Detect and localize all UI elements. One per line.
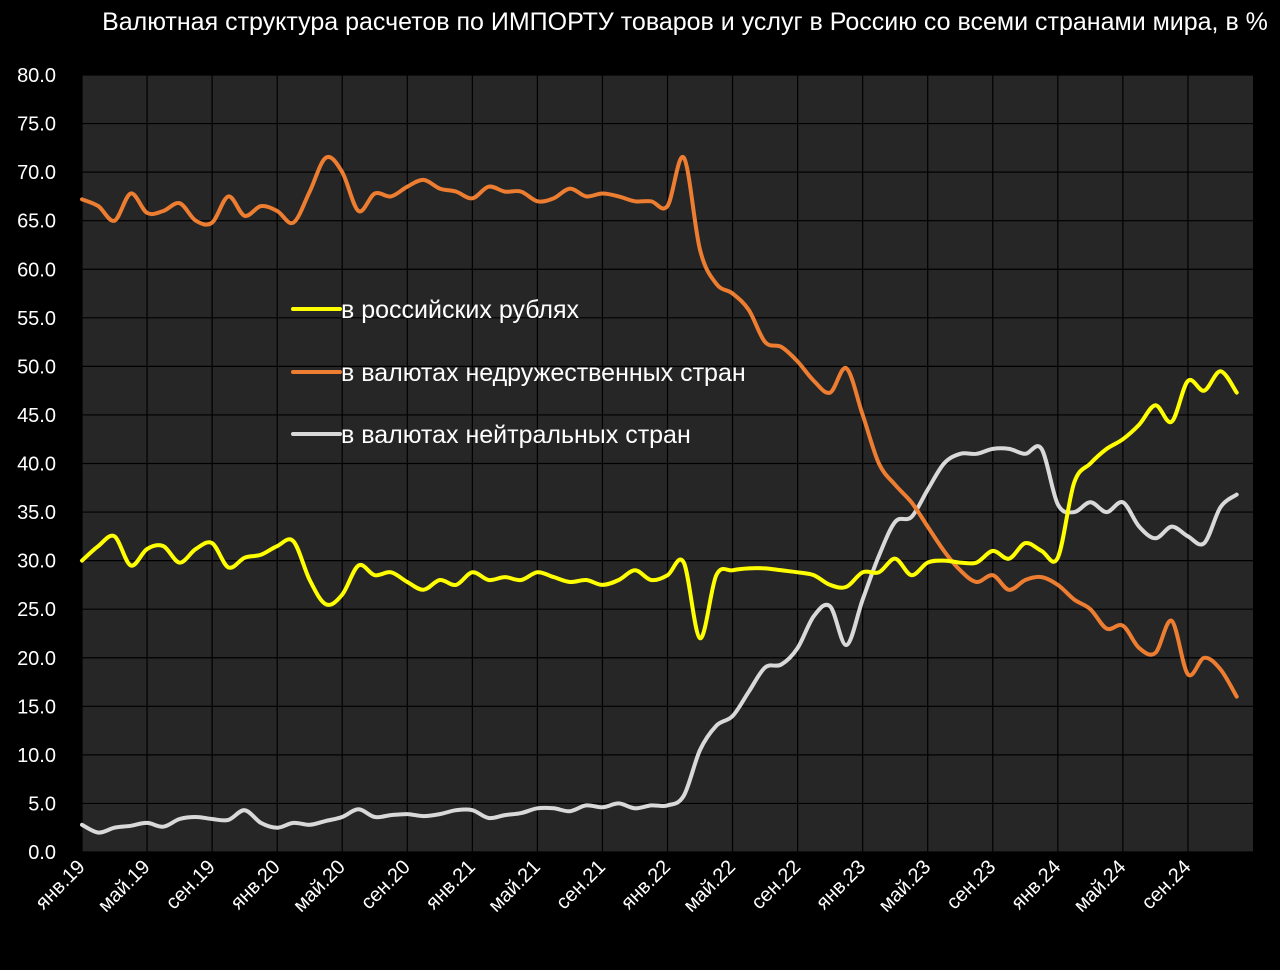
series-line-rub: [80, 369, 1239, 641]
y-axis-tick-labels: 0.0 5.0 10.0 15.0 20.0 25.0 30.0 35.0 40.0 45.0 50…: [17, 65, 56, 864]
legend-label: в валютах недружественных стран: [341, 359, 746, 387]
y-tick-label: 60.0: [17, 259, 56, 281]
y-tick-label: 10.0: [17, 745, 56, 767]
y-tick-label: 45.0: [17, 405, 56, 427]
y-tick-label: 70.0: [17, 162, 56, 184]
x-tick-label: янв.22: [617, 856, 675, 914]
y-tick-label: 35.0: [17, 502, 56, 524]
y-tick-label: 0.0: [28, 842, 56, 864]
legend-item-rub: в российских рублях: [291, 296, 580, 324]
x-tick-label: янв.23: [812, 856, 870, 914]
y-tick-label: 20.0: [17, 648, 56, 670]
legend-label: в валютах нейтральных стран: [341, 421, 691, 449]
y-tick-label: 80.0: [17, 65, 56, 87]
x-tick-label: сен.22: [747, 856, 805, 914]
x-tick-label: янв.20: [226, 856, 284, 914]
x-tick-label: май.24: [1070, 856, 1131, 917]
chart-title: Валютная структура расчетов по ИМПОРТУ т…: [102, 8, 1268, 36]
y-tick-label: 40.0: [17, 454, 56, 476]
series-line-neutral: [80, 444, 1239, 835]
x-tick-label: май.21: [484, 856, 545, 917]
y-tick-label: 5.0: [28, 793, 56, 815]
x-tick-label: сен.23: [942, 856, 1000, 914]
series-lines: [80, 154, 1239, 835]
y-tick-label: 25.0: [17, 599, 56, 621]
x-tick-label: сен.24: [1138, 856, 1196, 914]
x-tick-label: май.22: [679, 856, 740, 917]
grid-lines: [81, 74, 1253, 853]
x-tick-label: сен.19: [162, 856, 220, 914]
x-tick-label: май.19: [94, 856, 155, 917]
legend-label: в российских рублях: [341, 296, 580, 324]
y-tick-label: 50.0: [17, 356, 56, 378]
legend: в российских рублях в валютах недружестве…: [291, 296, 746, 449]
x-tick-label: янв.19: [31, 856, 89, 914]
x-tick-label: май.20: [289, 856, 350, 917]
x-tick-label: сен.21: [552, 856, 610, 914]
y-tick-label: 75.0: [17, 114, 56, 136]
x-tick-label: май.23: [875, 856, 936, 917]
y-tick-label: 15.0: [17, 696, 56, 718]
legend-item-neutral: в валютах нейтральных стран: [291, 421, 691, 449]
x-tick-label: янв.24: [1007, 856, 1065, 914]
x-axis-tick-labels: янв.19 май.19 сен.19 янв.20 май.20 сен.20 янв.…: [31, 856, 1195, 917]
y-tick-label: 55.0: [17, 308, 56, 330]
x-tick-label: янв.21: [422, 856, 480, 914]
y-tick-label: 30.0: [17, 551, 56, 573]
y-tick-label: 65.0: [17, 211, 56, 233]
x-tick-label: сен.20: [357, 856, 415, 914]
legend-item-unfriendly: в валютах недружественных стран: [291, 359, 746, 387]
series-line-unfriendly: [80, 154, 1239, 699]
